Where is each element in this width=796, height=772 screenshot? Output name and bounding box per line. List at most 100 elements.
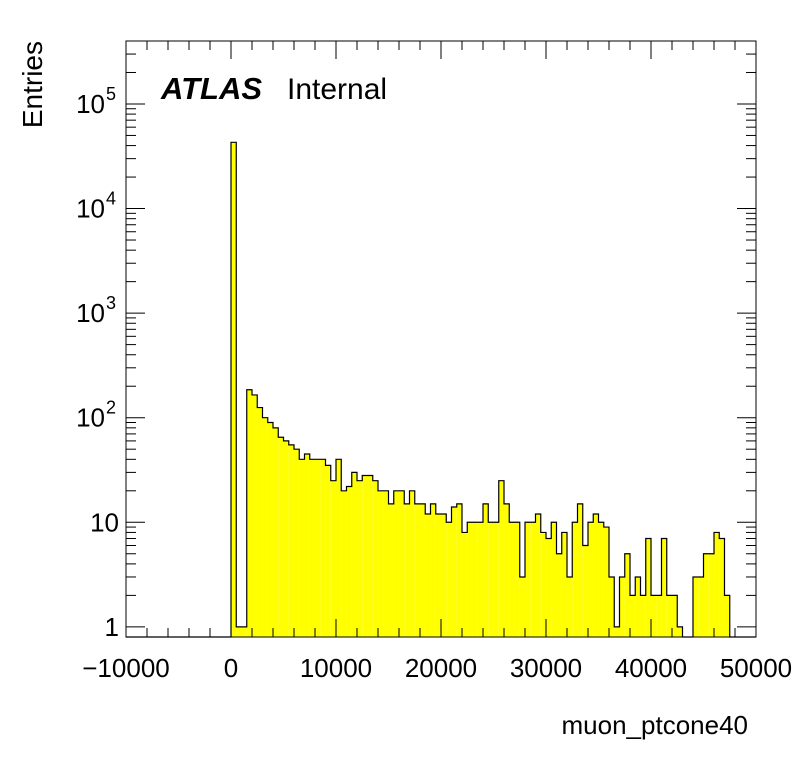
hist-bar (703, 553, 709, 637)
hist-bar (672, 595, 678, 637)
hist-bar (561, 532, 567, 637)
hist-bar (666, 595, 672, 637)
hist-bar (724, 595, 730, 637)
hist-bar (598, 522, 604, 637)
hist-bar (467, 522, 473, 637)
hist-bar (362, 475, 368, 637)
hist-bar (357, 480, 363, 637)
y-tick-label: 10 (90, 507, 119, 537)
x-tick-label: 30000 (510, 653, 582, 683)
hist-bar (509, 522, 515, 637)
hist-bar (651, 595, 657, 637)
hist-bar (719, 538, 725, 637)
hist-bar (708, 553, 714, 637)
hist-bar (435, 514, 441, 637)
hist-bar (588, 522, 594, 637)
hist-bar (273, 427, 279, 637)
hist-bar (656, 595, 662, 637)
hist-bar (640, 595, 646, 637)
hist-bar (540, 532, 546, 637)
y-tick-label-exponent: 5 (106, 84, 116, 104)
hist-bar (325, 465, 331, 637)
hist-bar (441, 514, 447, 637)
histogram-bars (126, 141, 756, 638)
hist-bar (425, 514, 431, 637)
y-tick-label: 1 (105, 612, 119, 642)
hist-bar (619, 576, 625, 637)
hist-bar (309, 459, 315, 637)
hist-bar (483, 503, 489, 637)
hist-bar (530, 522, 536, 637)
hist-bar (593, 514, 599, 637)
hist-bar (693, 576, 699, 637)
x-tick-label: 0 (224, 653, 238, 683)
hist-bar (257, 407, 263, 637)
x-tick-label: 40000 (615, 653, 687, 683)
hist-bar (346, 486, 352, 637)
hist-bar (609, 576, 615, 637)
hist-bar (661, 538, 667, 637)
hist-bar (315, 459, 321, 637)
hist-bar (367, 475, 373, 637)
x-tick-labels: −10000 0 10000 20000 30000 40000 50000 (82, 653, 792, 683)
hist-bar (267, 422, 273, 637)
hist-bar (477, 522, 483, 637)
hist-bar (399, 490, 405, 637)
hist-bar (351, 472, 357, 637)
hist-bar (414, 503, 420, 637)
hist-bar (635, 576, 641, 637)
y-axis-label: Entries (17, 41, 48, 128)
hist-bar (278, 437, 284, 637)
hist-bar (393, 490, 399, 637)
hist-bar (546, 538, 552, 637)
hist-bar (262, 417, 268, 637)
hist-bar (624, 553, 630, 637)
hist-bar (299, 459, 305, 637)
hist-bar (582, 545, 588, 637)
y-tick-label-exponent: 3 (106, 293, 116, 313)
hist-bar (535, 514, 541, 637)
hist-bar (430, 503, 436, 637)
hist-bar (714, 532, 720, 637)
y-tick-label-base: 10 (76, 89, 105, 119)
y-tick-label-base: 10 (76, 298, 105, 328)
y-tick-label-exponent: 2 (106, 398, 116, 418)
internal-label: Internal (287, 73, 387, 106)
hist-bar (525, 522, 531, 637)
x-tick-label: −10000 (82, 653, 169, 683)
hist-bar (462, 532, 468, 637)
hist-bar (456, 503, 462, 637)
hist-bar (404, 503, 410, 637)
hist-bar (372, 480, 378, 637)
hist-bar (330, 480, 336, 637)
hist-bar (493, 522, 499, 637)
hist-bar (577, 503, 583, 637)
hist-bar (630, 595, 636, 637)
hist-bar (236, 626, 242, 637)
hist-outline (126, 141, 756, 638)
hist-bar (336, 459, 342, 637)
hist-bar (698, 576, 704, 637)
hist-bar (498, 480, 504, 637)
hist-bar (288, 444, 294, 637)
hist-bar (388, 503, 394, 637)
hist-bar (304, 453, 310, 637)
hist-bar (519, 576, 525, 637)
y-tick-label-exponent: 4 (106, 189, 116, 209)
hist-bar (614, 626, 620, 637)
hist-bar (246, 389, 252, 637)
hist-bar (603, 527, 609, 637)
hist-bar (341, 490, 347, 637)
hist-bar (231, 142, 237, 637)
atlas-label: ATLAS (160, 71, 262, 106)
hist-bar (645, 538, 651, 637)
hist-bar (551, 522, 557, 637)
x-tick-label: 10000 (300, 653, 372, 683)
hist-bar (409, 490, 415, 637)
y-tick-label-base: 10 (76, 403, 105, 433)
hist-bar (488, 522, 494, 637)
hist-bar (446, 522, 452, 637)
hist-bar (241, 626, 247, 637)
hist-bar (320, 459, 326, 637)
